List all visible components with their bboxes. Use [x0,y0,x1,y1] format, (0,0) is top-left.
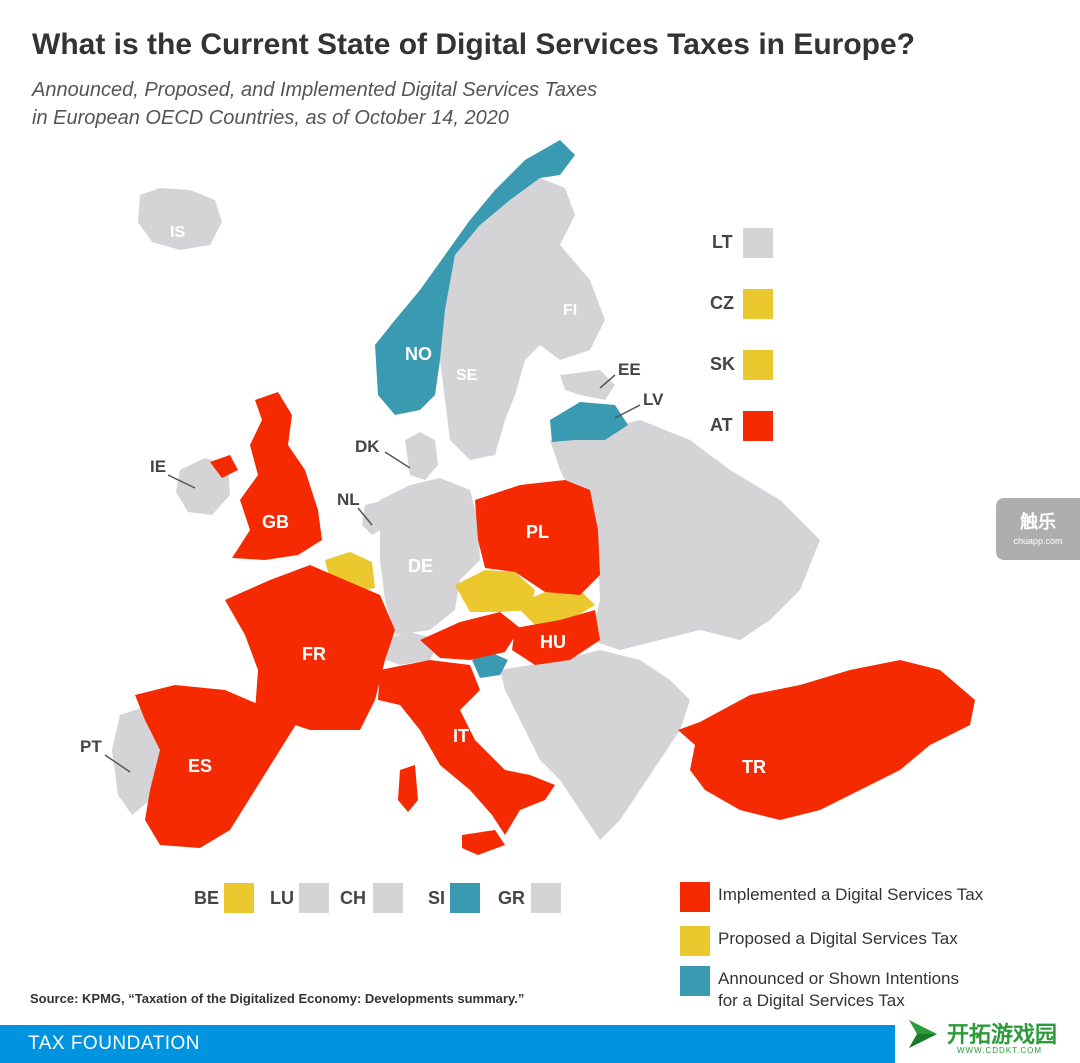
country-shape-balkans [500,650,690,840]
watermark-chuapp-url: chuapp.com [1013,536,1063,546]
leader-line-nl [357,507,373,526]
country-shape-fr [225,565,395,730]
label-it: IT [453,726,469,746]
country-shape-sicily [462,830,505,855]
square-lu [299,883,329,913]
country-shape-si [472,652,508,678]
square-sk [743,350,773,380]
square-label-be: BE [194,888,220,908]
leader-line-dk [384,451,411,469]
watermark-cddkt: 开拓游戏园 WWW.CDDKT.COM [895,1008,1080,1063]
legend-label-proposed: Proposed a Digital Services Tax [718,929,958,948]
source-note: Source: KPMG, “Taxation of the Digitaliz… [30,991,525,1006]
country-shape-hu [512,610,600,665]
country-shape-no [375,140,575,415]
square-label-sk: SK [710,354,736,374]
chart-title: What is the Current State of Digital Ser… [32,28,915,61]
country-shape-it [378,660,555,835]
country-shape-ni [210,455,238,478]
leader-line-lv [614,404,641,419]
square-label-at: AT [710,415,733,435]
label-se: SE [456,367,478,384]
footer-org-name: TAX FOUNDATION [28,1033,201,1054]
square-cz [743,289,773,319]
country-shape-baltics-east [560,370,615,400]
leader-lines [104,374,641,773]
square-gr [531,883,561,913]
country-shape-se-fi [440,178,605,460]
country-shape-is [138,188,222,250]
square-at [743,411,773,441]
square-lt [743,228,773,258]
implemented-regions [135,392,975,855]
label-pt: PT [80,737,102,756]
square-label-lt: LT [712,232,733,252]
legend-swatch-implemented [680,882,710,912]
label-gb: GB [262,512,289,532]
leader-line-ie [167,474,196,489]
subtitle-line-2: in European OECD Countries, as of Octobe… [32,107,509,129]
label-es: ES [188,756,212,776]
country-shape-nl [362,500,388,535]
chart-subtitle: Announced, Proposed, and Implemented Dig… [32,76,597,132]
label-no: NO [405,344,432,364]
square-label-cz: CZ [710,293,734,313]
label-dk: DK [355,437,380,456]
square-ch [373,883,403,913]
subtitle-line-1: Announced, Proposed, and Implemented Dig… [32,79,598,101]
country-shape-gb [232,392,322,560]
country-shape-sardinia [398,765,418,812]
country-shape-es [135,685,300,848]
label-fi: FI [563,302,577,319]
label-ie: IE [150,457,166,476]
country-shape-de [380,478,480,635]
country-shape-cz [455,570,535,612]
label-tr: TR [742,757,766,777]
square-label-ch: CH [340,888,366,908]
label-lv: LV [643,390,664,409]
country-shape-eastern-europe [550,420,820,650]
square-label-gr: GR [498,888,525,908]
legend-label-announced-line-1: Announced or Shown Intentions [718,969,960,988]
legend-swatch-proposed [680,926,710,956]
label-is: IS [170,224,185,241]
label-pl: PL [526,522,549,542]
watermark-cddkt-name: 开拓游戏园 [947,1022,1058,1047]
country-shape-at [420,612,520,660]
announced-regions [375,140,628,678]
square-label-lu: LU [270,888,294,908]
label-fr: FR [302,644,326,664]
country-shape-dk [405,432,438,480]
watermark-chuapp: 触乐 chuapp.com [996,498,1080,560]
legend-swatch-announced [680,966,710,996]
legend-label-announced: Announced or Shown Intentions for a Digi… [718,968,1038,1012]
leader-line-ee [599,374,616,389]
label-de: DE [408,556,433,576]
watermark-cddkt-url: WWW.CDDKT.COM [957,1046,1042,1055]
square-si [450,883,480,913]
country-shape-ie [176,458,230,515]
europe-map: IS NO SE FI EE LV DK IE GB NL DE PL FR H… [80,140,975,855]
square-be [224,883,254,913]
label-nl: NL [337,490,360,509]
country-shape-pl [475,480,600,595]
legend-label-implemented: Implemented a Digital Services Tax [718,885,984,904]
label-ee: EE [618,360,641,379]
country-labels: IS NO SE FI EE LV DK IE GB NL DE PL FR H… [80,224,766,777]
square-label-si: SI [428,888,446,908]
legend-label-announced-line-2: for a Digital Services Tax [718,991,905,1010]
cddkt-logo-icon [909,1020,937,1048]
country-shape-tr [678,660,975,820]
watermark-chuapp-name: 触乐 [1020,512,1056,532]
label-hu: HU [540,632,566,652]
country-shape-lv [550,402,628,442]
leader-line-pt [104,754,131,773]
